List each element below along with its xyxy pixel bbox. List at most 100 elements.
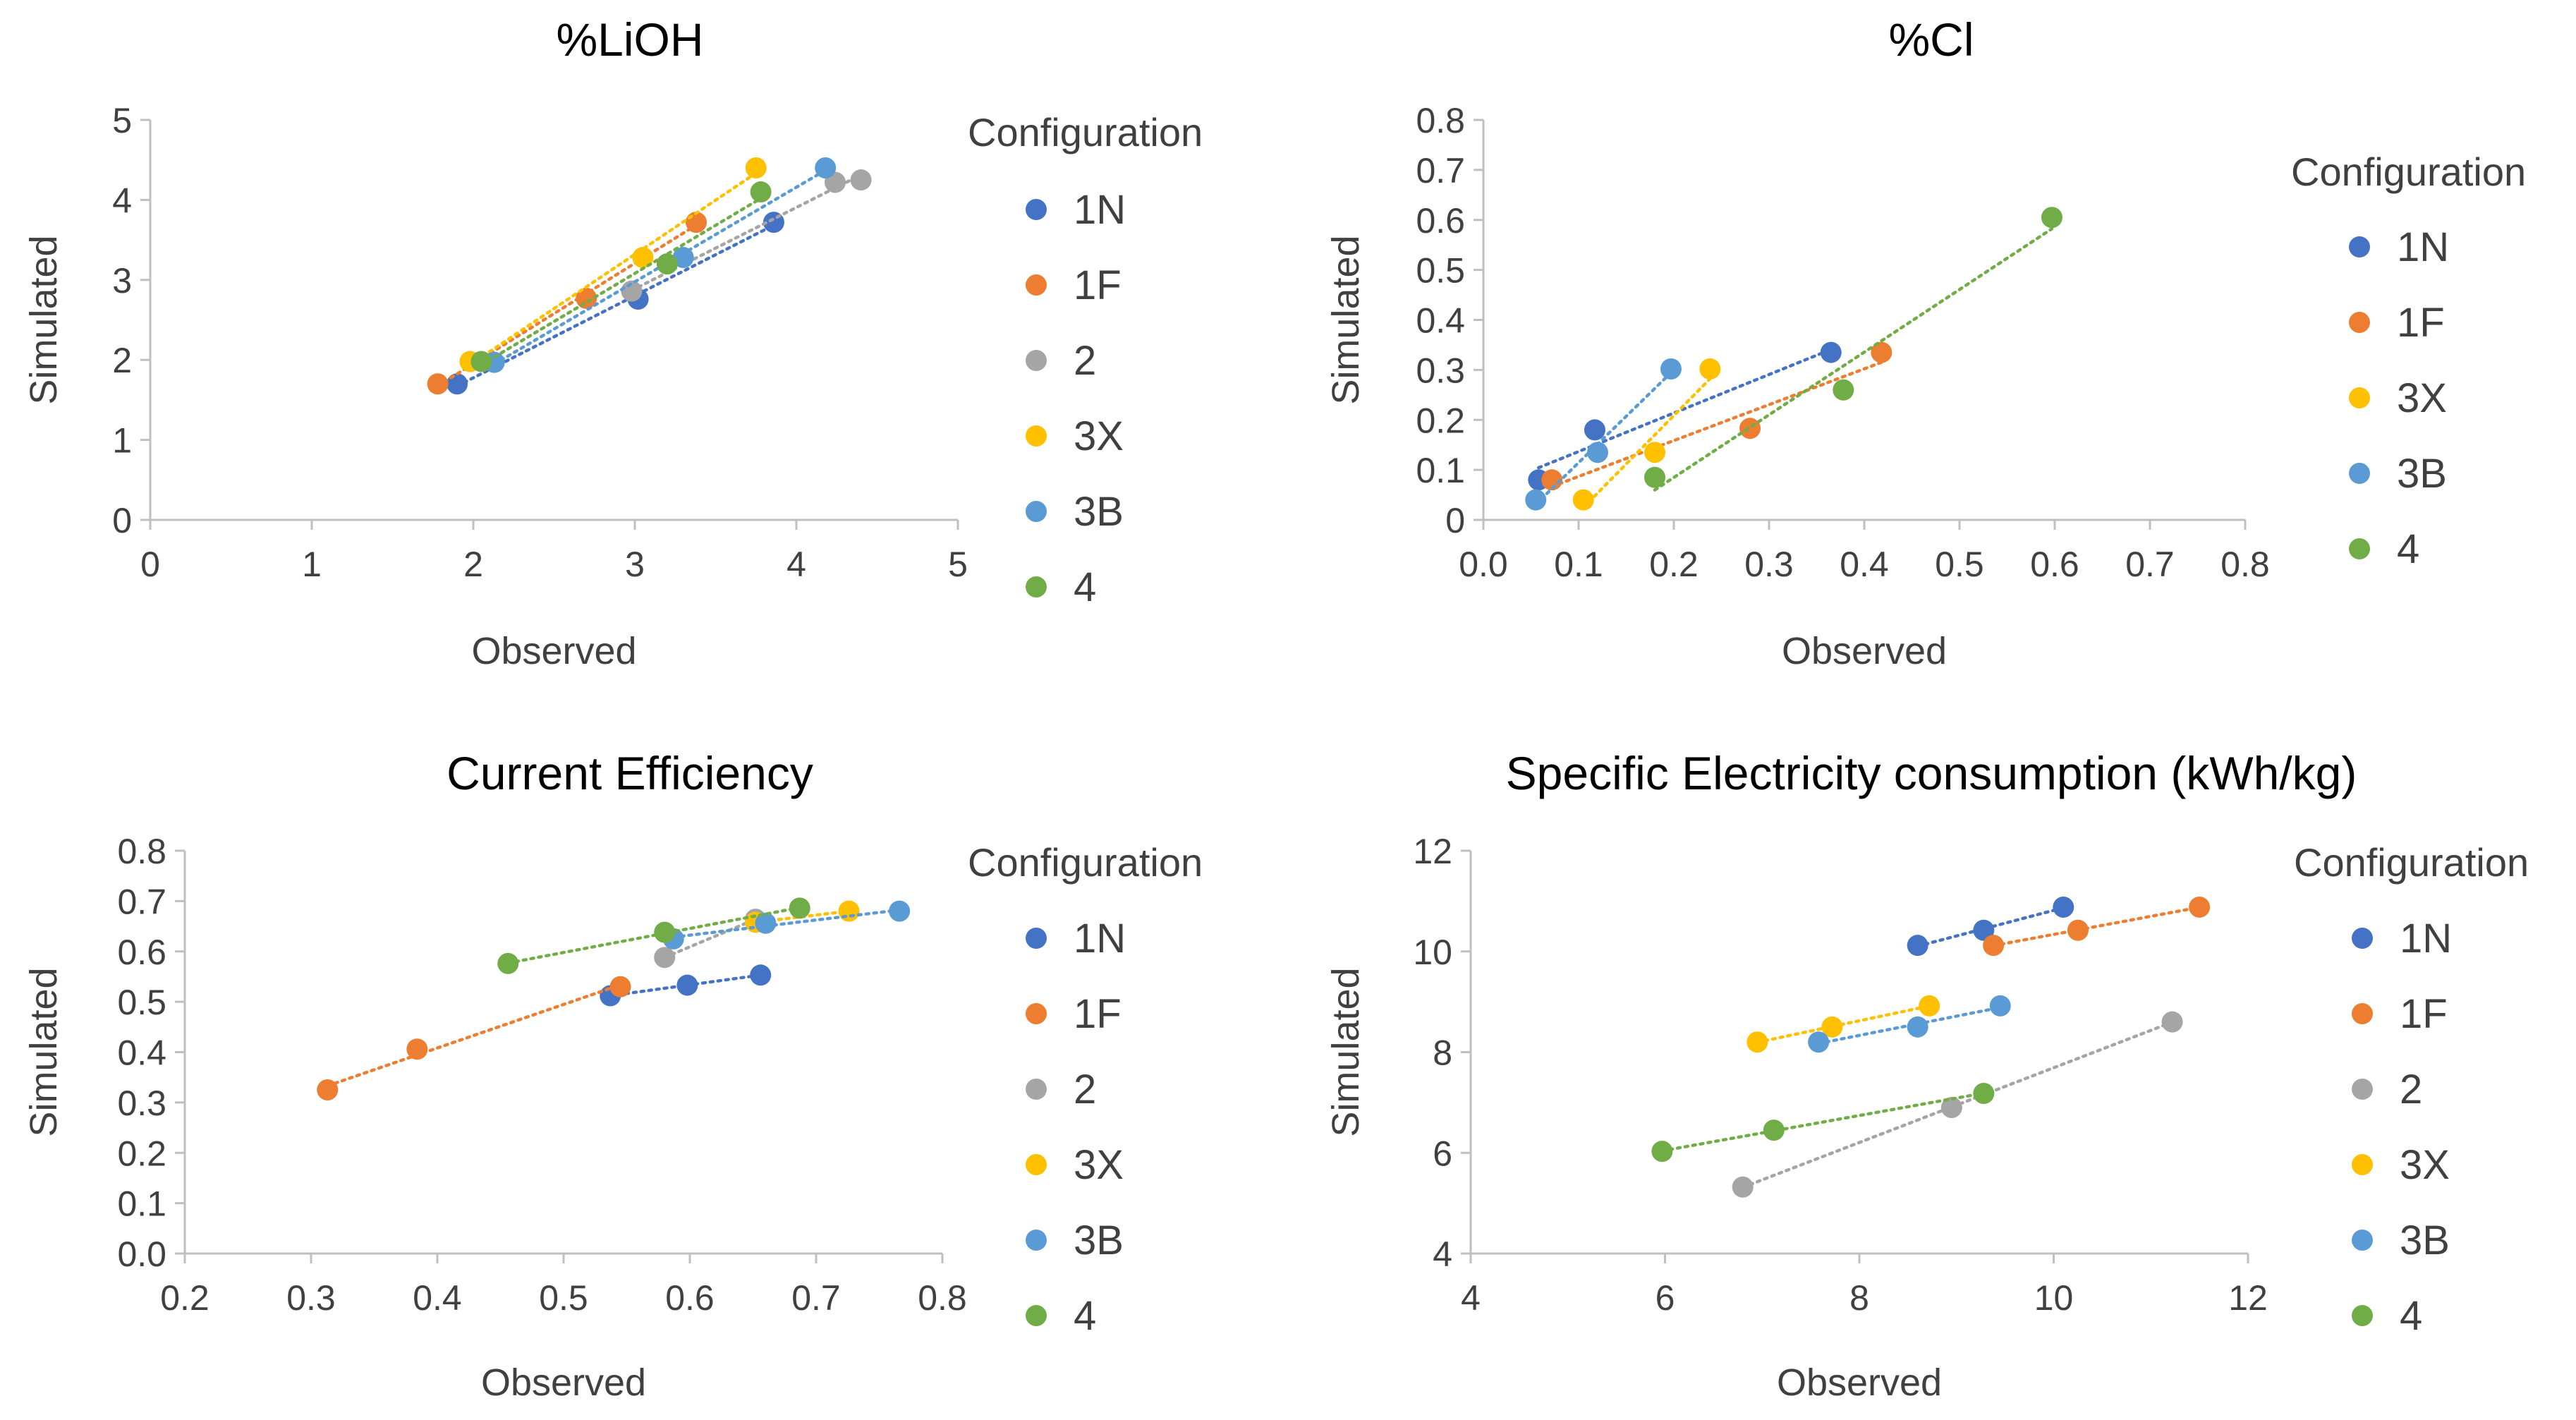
y-axis-label: Simulated xyxy=(1325,967,1367,1136)
data-point-1f xyxy=(1541,469,1563,491)
data-point-1n xyxy=(676,974,698,996)
data-point-1n xyxy=(750,964,772,986)
data-point-4 xyxy=(1833,379,1854,401)
legend-marker-3x xyxy=(1026,425,1047,447)
x-tick-label: 12 xyxy=(2228,1278,2268,1318)
data-point-3x xyxy=(745,157,767,179)
data-point-3x xyxy=(1821,1016,1843,1038)
data-point-4 xyxy=(1644,466,1665,488)
legend-marker-1n xyxy=(2352,928,2373,949)
chart-current-efficiency: Current Efficiency 0.2 0.3 0.4 0.5 0.6 0.7 0.8 0… xyxy=(23,747,1203,1404)
data-point-3b xyxy=(1660,358,1682,380)
legend-marker-1n xyxy=(1026,928,1047,949)
data-point-2 xyxy=(654,947,676,969)
x-axis-label: Observed xyxy=(481,1361,646,1404)
x-tick-label: 6 xyxy=(1655,1278,1675,1318)
trendline-4 xyxy=(1653,227,2054,492)
x-tick-label: 0.3 xyxy=(1744,545,1794,584)
legend-marker-3x xyxy=(2349,387,2370,408)
data-point-2 xyxy=(850,169,872,191)
legend-item-2: 2 xyxy=(1074,338,1096,384)
data-point-1f xyxy=(317,1079,339,1101)
legend: Configuration 1N 1F 2 3X 3B 4 xyxy=(968,110,1203,610)
x-tick-label: 5 xyxy=(948,545,968,584)
trendline-1f xyxy=(326,983,622,1088)
legend-title: Configuration xyxy=(968,840,1203,885)
legend-item-1f: 1F xyxy=(2400,991,2448,1037)
x-axis-label: Observed xyxy=(471,630,636,672)
legend-marker-4 xyxy=(2349,538,2370,559)
y-axis-label: Simulated xyxy=(23,967,65,1136)
data-point-4 xyxy=(789,897,810,919)
data-point-3x xyxy=(838,900,860,922)
legend-marker-2 xyxy=(1026,350,1047,371)
data-point-1f xyxy=(1871,341,1892,363)
series-3x xyxy=(1746,995,1940,1053)
data-point-3x xyxy=(1919,995,1940,1017)
chart-lioh: %LiOH 0 1 2 3 4 5 0 1 2 3 4 5 Observed Simulated Config… xyxy=(23,13,1203,672)
legend-marker-3b xyxy=(2349,463,2370,484)
trendline-4 xyxy=(1660,1091,1986,1153)
x-tick-label: 0.7 xyxy=(2125,545,2175,584)
legend-item-3b: 3B xyxy=(2397,451,2447,497)
data-point-1f xyxy=(406,1038,428,1060)
y-tick-label: 3 xyxy=(112,261,132,301)
y-tick-label: 0.6 xyxy=(1416,201,1465,241)
legend-item-2: 2 xyxy=(1074,1067,1096,1112)
x-tick-label: 0.0 xyxy=(1459,545,1508,584)
data-point-1f xyxy=(2189,896,2211,918)
legend-title: Configuration xyxy=(2291,150,2526,194)
data-point-3x xyxy=(632,247,654,269)
data-point-1n xyxy=(1820,341,1842,363)
y-tick-label: 0.6 xyxy=(117,933,166,972)
legend-item-3b: 3B xyxy=(1074,489,1124,535)
x-tick-label: 0.5 xyxy=(539,1278,588,1318)
legend-item-3b: 3B xyxy=(1074,1218,1124,1263)
legend-title: Configuration xyxy=(968,110,1203,154)
series-1n xyxy=(1528,341,1842,491)
data-point-3b xyxy=(1989,995,2011,1017)
data-point-1f xyxy=(609,976,631,997)
chart-title: Specific Electricity consumption (kWh/kg… xyxy=(1506,747,2357,799)
y-tick-label: 2 xyxy=(112,341,132,380)
y-tick-label: 0.0 xyxy=(117,1234,166,1274)
legend: Configuration 1N 1F 3X 3B 4 xyxy=(2291,150,2526,572)
legend-marker-2 xyxy=(2352,1079,2373,1100)
data-point-2 xyxy=(621,280,643,302)
data-point-3b xyxy=(889,900,911,922)
y-tick-label: 6 xyxy=(1433,1134,1452,1173)
legend-item-2: 2 xyxy=(2400,1067,2422,1112)
y-tick-label: 0 xyxy=(1445,501,1465,540)
y-tick-label: 0.7 xyxy=(1416,151,1465,190)
series-2 xyxy=(1732,1011,2183,1198)
chart-cl: %Cl 0.0 0.1 0.2 0.3 0.4 0.5 0.6 0.7 0.8 0 0.1 0.2 0.3… xyxy=(1325,13,2526,672)
data-point-4 xyxy=(1973,1083,1995,1105)
y-tick-label: 0.5 xyxy=(1416,251,1465,291)
trendline-3b xyxy=(492,169,827,366)
y-tick-label: 0.3 xyxy=(117,1084,166,1123)
data-point-1f xyxy=(2067,919,2089,941)
legend-item-3x: 3X xyxy=(2400,1142,2450,1188)
legend-marker-1f xyxy=(1026,1003,1047,1024)
series-4 xyxy=(1651,1083,1995,1163)
data-point-3x xyxy=(1572,489,1594,511)
legend-item-4: 4 xyxy=(1074,1293,1096,1339)
legend-marker-3b xyxy=(1026,501,1047,522)
data-point-3x xyxy=(1699,358,1721,380)
legend-item-3x: 3X xyxy=(2397,375,2447,421)
legend: Configuration 1N 1F 2 3X 3B 4 xyxy=(968,840,1203,1339)
legend-item-1n: 1N xyxy=(2400,916,2452,961)
y-tick-label: 0.8 xyxy=(1416,101,1465,140)
legend-item-1f: 1F xyxy=(1074,991,1122,1037)
x-tick-label: 3 xyxy=(625,545,645,584)
legend-item-3x: 3X xyxy=(1074,1142,1124,1188)
trendline-1n xyxy=(1916,906,2065,948)
legend-marker-3x xyxy=(1026,1154,1047,1175)
legend-marker-2 xyxy=(1026,1079,1047,1100)
y-tick-label: 12 xyxy=(1413,832,1452,871)
x-tick-label: 0.8 xyxy=(2220,545,2270,584)
x-tick-label: 10 xyxy=(2034,1278,2074,1318)
series-3x xyxy=(1572,358,1721,511)
x-tick-label: 0.4 xyxy=(1840,545,1889,584)
